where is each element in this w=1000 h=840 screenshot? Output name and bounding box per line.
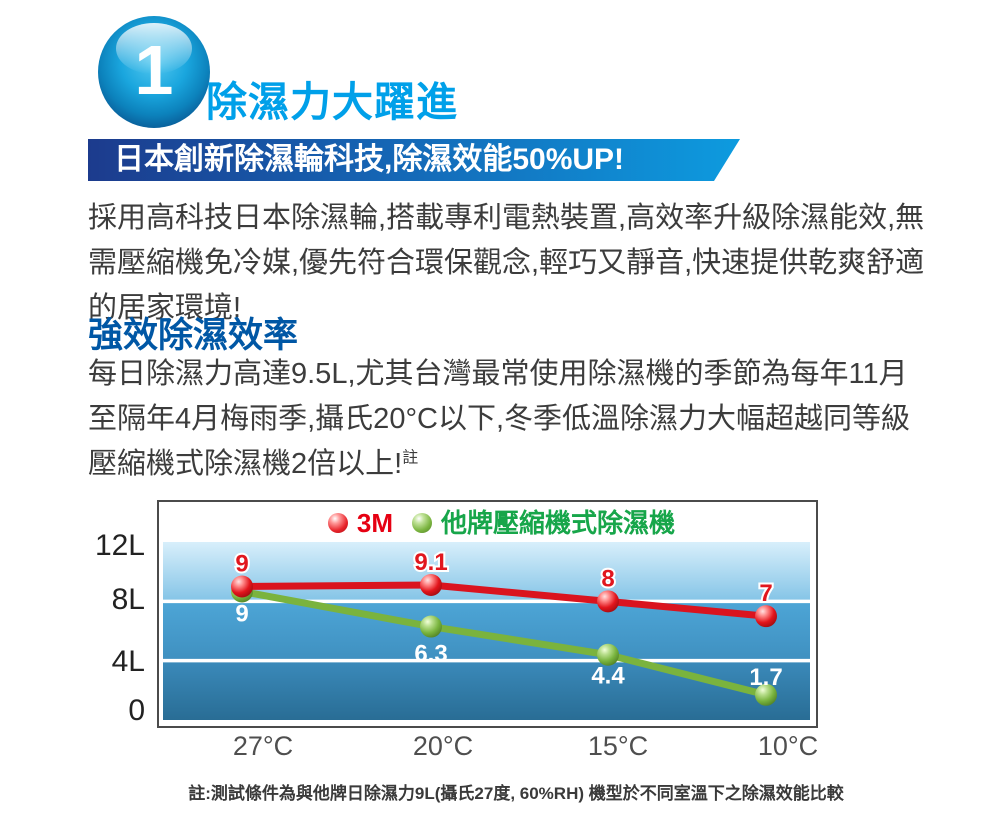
step-number-badge: 1 [98,16,210,128]
data-point [231,575,253,598]
series-line-1 [238,588,770,699]
footnote: 註:測試條件為與他牌日除濕力9L(攝氏27度, 60%RH) 機型於不同室溫下之… [188,784,844,803]
data-label: 7 [759,580,772,607]
y-axis-tick-4l: 4L [111,645,145,678]
section-paragraph: 每日除濕力高達9.5L,尤其台灣最常使用除濕機的季節為每年11月至隔年4月梅雨季… [88,352,933,487]
y-axis-tick-8l: 8L [111,583,145,616]
page-title: 除濕力大躍進 [206,79,458,125]
data-point [597,643,619,666]
intro-paragraph: 採用高科技日本除濕輪,搭載專利電熱裝置,高效率升級除濕能效,無需壓縮機免冷媒,優… [88,202,925,324]
y-axis-tick-12l: 12L [94,529,145,562]
data-point [755,683,777,706]
x-axis-tick-20c: 20°C [412,731,474,761]
data-label: 9 [235,601,248,628]
data-point [597,590,619,613]
data-label: 6.3 [414,641,447,668]
data-label: 1.7 [749,664,782,691]
data-point [420,574,442,597]
x-axis-tick-15c: 15°C [587,731,649,761]
chart-svg: 9 9.1 8 7 9 6.3 4.4 1.7 [163,547,810,706]
data-label: 9 [235,551,248,578]
data-point [420,615,442,638]
legend-marker-3m-icon [327,513,348,533]
chart-plot-area: 9 9.1 8 7 9 6.3 4.4 1.7 [163,542,810,720]
data-label: 4.4 [591,663,625,690]
data-label: 9.1 [414,549,447,576]
banner-text: 日本創新除濕輪科技,除濕效能50%UP! [114,143,625,176]
data-label: 8 [601,565,614,592]
section-heading: 強效除濕效率 [88,316,299,355]
comparison-chart: 3M 他牌壓縮機式除濕機 9 9.1 8 7 9 6.3 4.4 1.7 [157,500,818,728]
badge-gloss-highlight [115,22,193,75]
section-paragraph-text: 每日除濕力高達9.5L,尤其台灣最常使用除濕機的季節為每年11月至隔年4月梅雨季… [88,358,911,480]
footnote-marker: 註 [402,449,419,467]
x-axis-tick-10c: 10°C [757,731,819,761]
legend-label-3m: 3M [356,508,394,538]
banner-ribbon: 日本創新除濕輪科技,除濕效能50%UP! [88,139,740,181]
legend-label-other: 他牌壓縮機式除濕機 [441,508,676,538]
chart-legend: 3M 他牌壓縮機式除濕機 [173,508,830,538]
y-axis-tick-0: 0 [128,694,145,727]
badge-number: 1 [134,31,174,109]
legend-marker-other-icon [412,513,433,533]
series-line-0 [238,581,770,620]
x-axis-tick-27c: 27°C [232,731,294,761]
data-point [755,605,777,628]
